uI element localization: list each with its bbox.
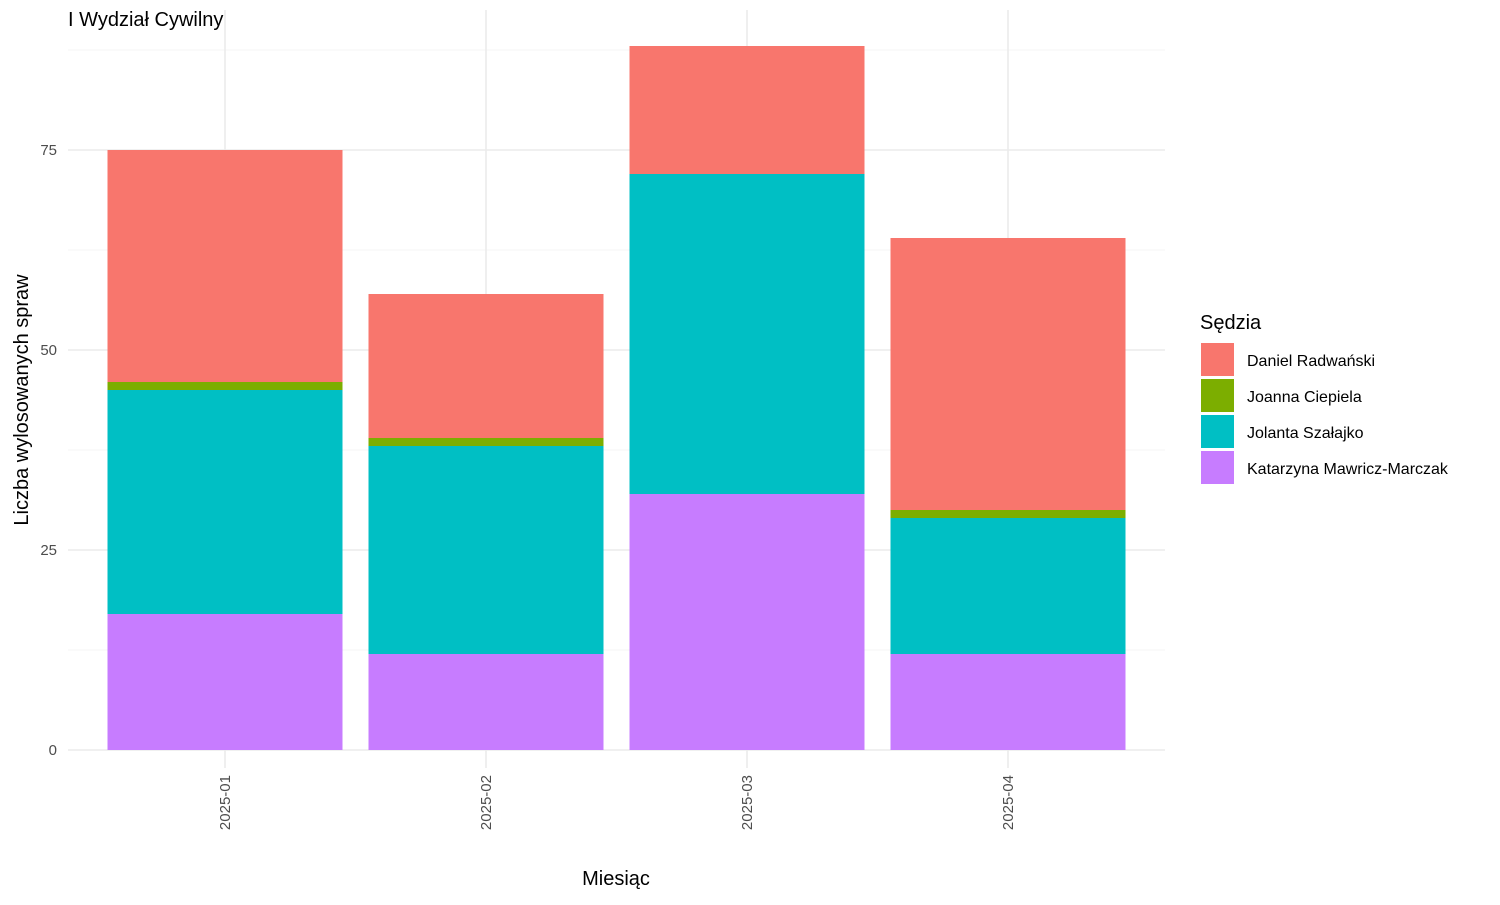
x-tick-label: 2025-01 xyxy=(217,775,234,830)
x-axis-title: Miesiąc xyxy=(582,868,650,890)
x-tick-label: 2025-02 xyxy=(478,775,495,830)
legend-key xyxy=(1201,451,1234,484)
bar-segment xyxy=(107,150,343,382)
axis-layer: 0 25 50 75 2025-01 2025-02 2025-03 2025-04 xyxy=(40,142,1017,830)
bar-segment xyxy=(629,494,865,750)
bar-segment xyxy=(890,654,1126,750)
legend-label: Joanna Ciepiela xyxy=(1247,389,1362,406)
x-tick-label: 2025-04 xyxy=(1000,775,1017,830)
bar-segment xyxy=(107,614,343,750)
bar-segment xyxy=(890,510,1126,518)
legend: Sędzia Daniel Radwański Joanna Ciepiela Jo… xyxy=(1200,312,1449,484)
legend-key xyxy=(1201,379,1234,412)
chart-title: I Wydział Cywilny xyxy=(68,9,223,31)
legend-label: Daniel Radwański xyxy=(1247,353,1375,370)
bar-segment xyxy=(107,390,343,614)
bar-segment xyxy=(890,238,1126,510)
bar-segment xyxy=(368,446,604,654)
bars-layer xyxy=(107,46,1126,750)
y-tick-label: 25 xyxy=(40,542,57,559)
bar-segment xyxy=(368,654,604,750)
legend-label: Jolanta Szałajko xyxy=(1247,425,1364,442)
bar-segment xyxy=(629,174,865,494)
bar-segment xyxy=(368,294,604,438)
y-axis-title: Liczba wylosowanych spraw xyxy=(11,274,33,526)
legend-key xyxy=(1201,415,1234,448)
y-tick-label: 75 xyxy=(40,142,57,159)
bar-segment xyxy=(890,518,1126,654)
bar-segment xyxy=(629,46,865,174)
legend-label: Katarzyna Mawricz-Marczak xyxy=(1247,461,1449,478)
legend-key xyxy=(1201,343,1234,376)
legend-title: Sędzia xyxy=(1200,312,1262,334)
y-tick-label: 50 xyxy=(40,342,57,359)
x-tick-label: 2025-03 xyxy=(739,775,756,830)
y-tick-label: 0 xyxy=(49,742,57,759)
bar-segment xyxy=(107,382,343,390)
bar-segment xyxy=(368,438,604,446)
